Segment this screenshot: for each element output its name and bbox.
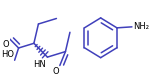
- Text: O: O: [52, 67, 59, 76]
- Text: HO: HO: [1, 50, 14, 59]
- Text: HN: HN: [33, 60, 46, 69]
- Text: O: O: [2, 40, 9, 49]
- Text: NH₂: NH₂: [133, 22, 149, 31]
